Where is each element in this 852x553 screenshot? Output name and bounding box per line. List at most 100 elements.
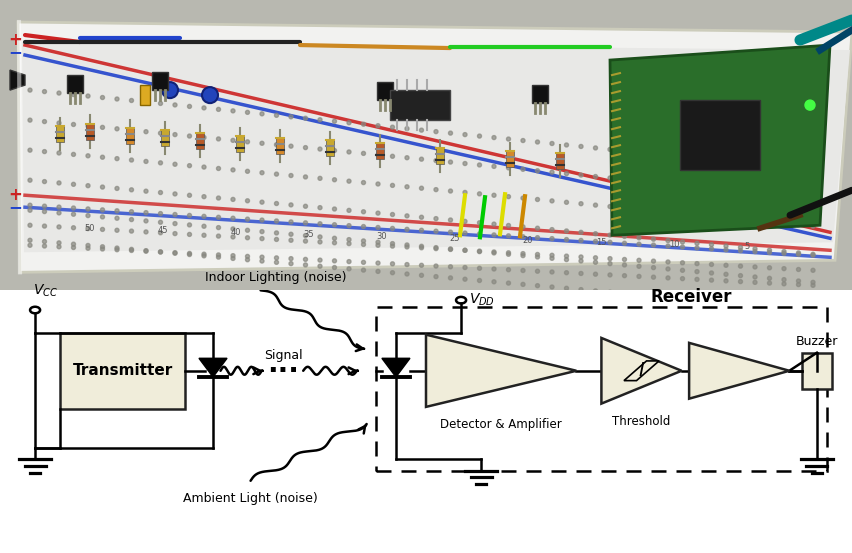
Circle shape: [579, 288, 583, 291]
Circle shape: [797, 252, 801, 257]
Circle shape: [623, 258, 626, 262]
Circle shape: [463, 190, 467, 195]
Circle shape: [753, 162, 757, 166]
Circle shape: [768, 220, 772, 224]
Circle shape: [390, 271, 394, 275]
Circle shape: [477, 192, 481, 196]
Circle shape: [710, 158, 713, 162]
Circle shape: [448, 131, 452, 135]
Circle shape: [245, 217, 250, 221]
Circle shape: [506, 166, 510, 170]
Text: +: +: [8, 186, 22, 204]
Bar: [140, 85, 150, 105]
Text: Receiver: Receiver: [651, 288, 733, 306]
Circle shape: [419, 246, 423, 250]
Circle shape: [130, 217, 134, 222]
Circle shape: [260, 200, 264, 204]
Circle shape: [72, 153, 76, 156]
Circle shape: [768, 164, 772, 168]
Circle shape: [477, 232, 481, 236]
Circle shape: [390, 184, 394, 187]
Circle shape: [666, 267, 670, 271]
Circle shape: [681, 183, 684, 187]
Circle shape: [536, 197, 539, 201]
Circle shape: [492, 135, 496, 139]
Circle shape: [536, 269, 539, 273]
Bar: [532, 85, 548, 103]
Circle shape: [579, 144, 583, 148]
Circle shape: [463, 161, 467, 165]
Circle shape: [463, 248, 467, 252]
Circle shape: [652, 208, 655, 213]
Circle shape: [318, 118, 322, 122]
Circle shape: [739, 249, 742, 253]
Circle shape: [811, 280, 815, 284]
Circle shape: [448, 218, 452, 222]
Polygon shape: [689, 343, 789, 399]
Circle shape: [115, 246, 119, 250]
Circle shape: [463, 231, 467, 235]
Circle shape: [681, 268, 684, 272]
Bar: [67, 75, 83, 93]
Circle shape: [565, 200, 568, 204]
Circle shape: [57, 211, 61, 215]
Circle shape: [434, 159, 438, 163]
Circle shape: [43, 149, 47, 154]
Circle shape: [782, 221, 786, 226]
Circle shape: [739, 189, 742, 193]
Circle shape: [245, 199, 250, 203]
Circle shape: [550, 256, 554, 260]
Circle shape: [115, 156, 119, 160]
Circle shape: [245, 236, 250, 240]
Circle shape: [361, 225, 366, 228]
Circle shape: [550, 170, 554, 174]
Circle shape: [492, 280, 496, 284]
Circle shape: [144, 249, 148, 253]
Bar: [680, 100, 760, 170]
Polygon shape: [382, 358, 410, 377]
Circle shape: [361, 122, 366, 126]
Circle shape: [274, 201, 279, 206]
Circle shape: [101, 208, 105, 212]
Circle shape: [434, 187, 438, 192]
Circle shape: [637, 274, 641, 278]
Circle shape: [565, 258, 568, 262]
Circle shape: [332, 223, 337, 227]
Circle shape: [130, 247, 134, 252]
Circle shape: [303, 145, 308, 150]
Circle shape: [594, 146, 597, 150]
Circle shape: [274, 256, 279, 260]
Circle shape: [86, 94, 90, 98]
Circle shape: [782, 278, 786, 281]
Circle shape: [57, 151, 61, 155]
Circle shape: [318, 258, 322, 262]
Circle shape: [303, 116, 308, 121]
Circle shape: [390, 154, 394, 158]
Polygon shape: [18, 22, 852, 272]
Circle shape: [376, 153, 380, 157]
Circle shape: [739, 264, 742, 268]
Circle shape: [739, 280, 742, 284]
Text: ···: ···: [268, 357, 299, 385]
Circle shape: [43, 90, 47, 93]
Circle shape: [608, 273, 612, 277]
Circle shape: [782, 165, 786, 169]
Circle shape: [652, 265, 655, 270]
Circle shape: [289, 257, 293, 260]
Circle shape: [448, 247, 452, 251]
Bar: [556, 153, 564, 169]
Circle shape: [811, 268, 815, 272]
Circle shape: [492, 267, 496, 271]
Circle shape: [768, 305, 772, 309]
Circle shape: [274, 260, 279, 264]
Circle shape: [101, 96, 105, 100]
Circle shape: [419, 128, 423, 132]
Circle shape: [550, 228, 554, 232]
Circle shape: [245, 140, 250, 144]
Circle shape: [521, 254, 525, 258]
Circle shape: [405, 272, 409, 276]
Circle shape: [666, 295, 670, 299]
Bar: [86, 123, 94, 140]
Circle shape: [579, 231, 583, 234]
Circle shape: [347, 259, 351, 264]
